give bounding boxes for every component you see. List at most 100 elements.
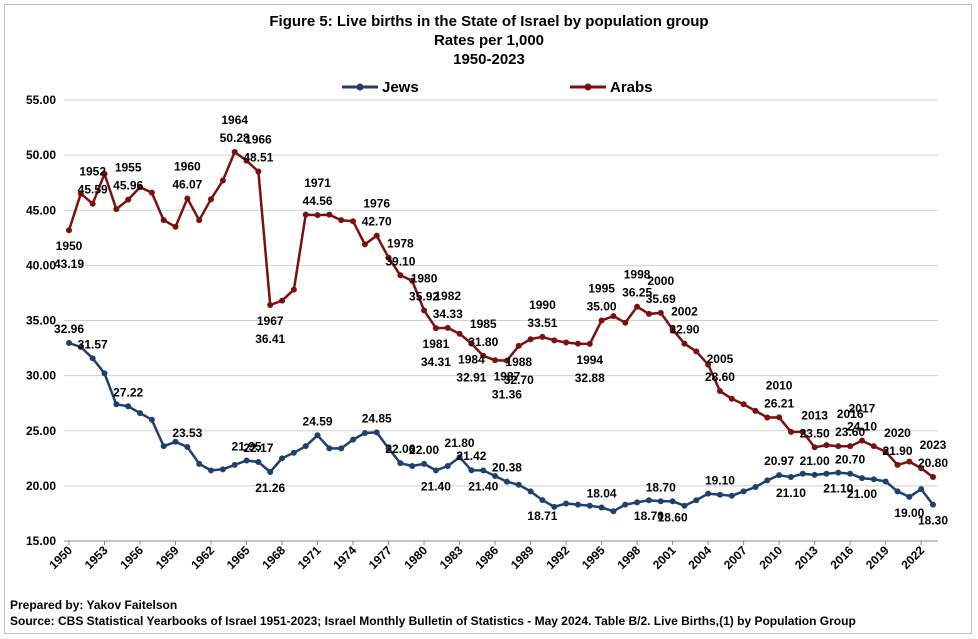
data-label-arabs-year: 1987 — [494, 370, 521, 384]
data-point-arabs — [764, 414, 771, 421]
data-point-arabs — [776, 414, 783, 421]
data-label-arabs-year: 1982 — [434, 289, 461, 303]
data-label-arabs-year: 1976 — [363, 197, 390, 211]
data-point-jews — [527, 488, 534, 495]
data-label-arabs-year: 1960 — [174, 159, 201, 173]
data-point-jews — [137, 410, 144, 417]
data-point-jews — [681, 502, 688, 509]
data-point-arabs — [385, 254, 392, 261]
data-label-arabs-value: 42.70 — [362, 215, 392, 229]
data-label-jews: 22.17 — [243, 441, 273, 455]
data-point-jews — [657, 498, 664, 505]
data-point-jews — [326, 445, 333, 452]
data-point-jews — [113, 401, 120, 408]
x-tick-label: 1965 — [224, 543, 253, 572]
x-tick-label: 1962 — [188, 543, 217, 572]
data-label-jews: 24.59 — [303, 414, 333, 428]
chart-title: Figure 5: Live births in the State of Is… — [0, 12, 978, 69]
data-point-arabs — [113, 206, 120, 213]
legend-swatch-arabs — [570, 83, 606, 91]
data-point-arabs — [279, 297, 286, 304]
data-point-arabs — [137, 184, 144, 191]
title-line-3: 1950-2023 — [453, 51, 525, 68]
data-point-jews — [314, 432, 321, 439]
data-point-arabs — [432, 325, 439, 332]
data-point-arabs — [669, 326, 676, 333]
data-point-arabs — [847, 443, 854, 450]
data-label-arabs-value: 34.31 — [421, 355, 451, 369]
data-point-arabs — [645, 310, 652, 317]
data-point-arabs — [492, 357, 499, 364]
data-point-arabs — [752, 407, 759, 414]
y-tick-label: 55.00 — [26, 93, 56, 107]
data-point-arabs — [728, 395, 735, 402]
y-tick-label: 25.00 — [26, 424, 56, 438]
data-point-jews — [338, 445, 345, 452]
data-label-jews: 18.30 — [918, 514, 948, 528]
data-point-jews — [539, 497, 546, 504]
data-point-jews — [752, 483, 759, 490]
x-tick-label: 2010 — [756, 543, 785, 572]
data-point-jews — [693, 497, 700, 504]
data-point-jews — [385, 445, 392, 452]
data-label-jews: 21.00 — [847, 487, 877, 501]
data-label-jews: 18.70 — [634, 509, 664, 523]
data-point-jews — [172, 438, 179, 445]
x-tick-label: 1968 — [259, 543, 288, 572]
data-point-jews — [160, 443, 167, 450]
data-label-jews: 18.71 — [527, 509, 557, 523]
data-point-jews — [740, 488, 747, 495]
data-point-arabs — [716, 388, 723, 395]
data-label-arabs-value: 32.91 — [456, 371, 486, 385]
data-label-jews: 21.10 — [776, 486, 806, 500]
x-tick-label: 1977 — [366, 543, 395, 572]
legend-label-jews: Jews — [382, 78, 419, 96]
data-label-arabs-value: 45.59 — [78, 183, 108, 197]
x-tick-label: 2004 — [685, 543, 714, 572]
y-tick-label: 15.00 — [26, 534, 56, 548]
data-label-arabs-year: 2000 — [647, 274, 674, 288]
data-point-jews — [350, 436, 357, 443]
data-point-jews — [551, 503, 558, 510]
data-label-jews: 23.53 — [172, 426, 202, 440]
data-label-arabs-value: 20.80 — [918, 456, 948, 470]
data-point-jews — [279, 455, 286, 462]
data-point-arabs — [480, 352, 487, 359]
data-point-jews — [669, 498, 676, 505]
data-label-arabs-value: 39.10 — [385, 254, 415, 268]
data-point-arabs — [231, 149, 238, 156]
data-label-arabs-year: 1980 — [411, 271, 438, 285]
data-point-jews — [208, 467, 215, 474]
data-point-jews — [894, 488, 901, 495]
data-label-arabs-year: 1981 — [423, 337, 450, 351]
chart-frame — [4, 4, 972, 634]
data-point-arabs — [160, 217, 167, 224]
data-label-arabs-value: 31.36 — [492, 388, 522, 402]
data-point-arabs — [77, 190, 84, 197]
data-point-jews — [373, 429, 380, 436]
data-point-jews — [823, 470, 830, 477]
data-point-jews — [290, 449, 297, 456]
footer-source: Source: CBS Statistical Yearbooks of Isr… — [10, 614, 856, 628]
data-point-arabs — [219, 177, 226, 184]
data-label-jews: 24.85 — [362, 411, 392, 425]
data-point-jews — [858, 475, 865, 482]
x-tick-label: 2013 — [792, 543, 821, 572]
data-point-jews — [361, 429, 368, 436]
data-point-jews — [456, 454, 463, 461]
data-point-jews — [882, 478, 889, 485]
data-point-jews — [101, 370, 108, 377]
x-tick-label: 1971 — [295, 543, 324, 572]
data-point-jews — [397, 460, 404, 467]
data-label-arabs-value: 46.07 — [172, 177, 202, 191]
data-point-jews — [870, 476, 877, 483]
data-point-arabs — [681, 340, 688, 347]
data-label-arabs-value: 33.51 — [527, 316, 557, 330]
data-label-arabs-value: 45.96 — [113, 179, 143, 193]
data-point-arabs — [361, 241, 368, 248]
data-point-jews — [716, 491, 723, 498]
data-point-jews — [787, 474, 794, 481]
x-tick-label: 1992 — [543, 543, 572, 572]
data-point-arabs — [290, 286, 297, 293]
